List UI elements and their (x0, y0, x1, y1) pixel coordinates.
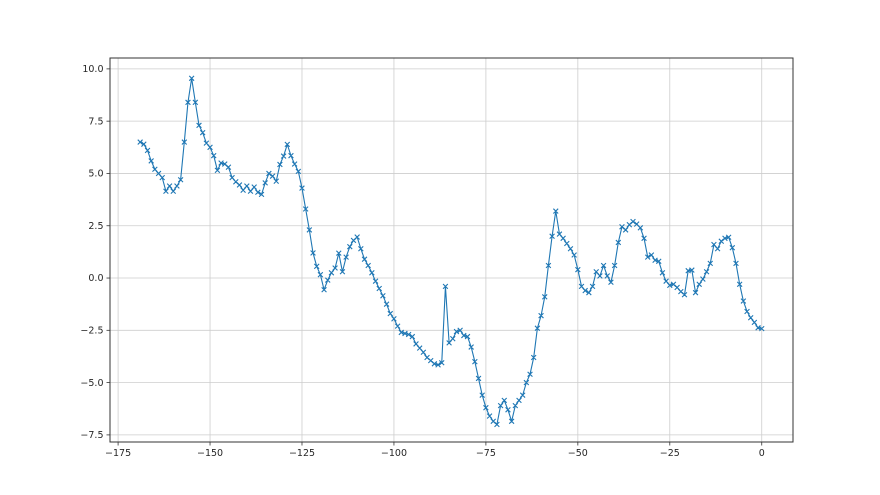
plot-area-spines (109, 57, 794, 443)
y-tick-label: 0.0 (88, 273, 103, 284)
y-tick-label: 10.0 (82, 64, 103, 75)
x-tick-label: −125 (289, 448, 315, 459)
y-tick-label: −2.5 (80, 326, 103, 337)
axis-tick-labels: −175 −150 −125 −100 −75 −50 −25 0 −7.5 −5.0 −2.5 0.… (80, 64, 764, 459)
y-tick-label: 7.5 (88, 116, 103, 127)
x-tick-label: −50 (568, 448, 588, 459)
y-tick-label: 5.0 (88, 169, 103, 180)
axis-ticks (106, 68, 763, 446)
data-series-line (139, 77, 762, 425)
y-tick-label: 2.5 (88, 221, 103, 232)
x-tick-label: −175 (105, 448, 131, 459)
x-tick-label: −25 (660, 448, 680, 459)
x-tick-label: −150 (197, 448, 223, 459)
x-tick-label: −75 (476, 448, 496, 459)
gridlines (110, 58, 793, 442)
x-tick-label: 0 (759, 448, 765, 459)
data-series-x-markers (137, 75, 765, 428)
y-tick-label: −7.5 (80, 430, 103, 441)
y-tick-label: −5.0 (80, 378, 103, 389)
x-tick-label: −100 (381, 448, 407, 459)
